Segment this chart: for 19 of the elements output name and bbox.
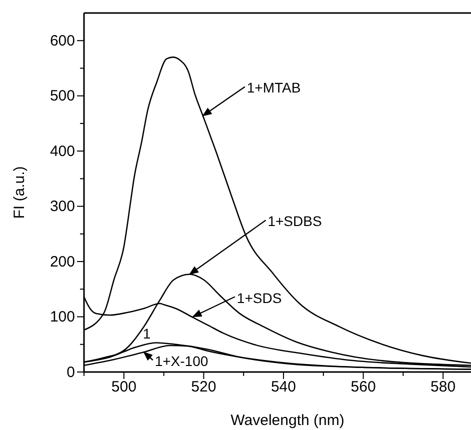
x-tick-label: 580	[430, 378, 456, 396]
annotation: 1+SDS	[236, 290, 282, 306]
y-tick-label: 300	[50, 198, 75, 216]
x-tick-label: 520	[191, 378, 216, 396]
annotation: 1+MTAB	[246, 80, 301, 96]
x-tick-label: 560	[350, 378, 376, 396]
annotation: 1	[142, 326, 151, 342]
y-tick-label: 400	[50, 142, 75, 160]
x-tick-label: 500	[111, 378, 136, 396]
x-tick-label: 540	[270, 378, 296, 396]
y-tick-label: 200	[50, 253, 75, 270]
y-tick-label: 600	[50, 32, 75, 50]
y-tick-label: 0	[66, 364, 75, 381]
x-axis-title: Wavelength (nm)	[230, 412, 344, 429]
annotation: 1+SDBS	[268, 213, 322, 230]
y-tick-label: 500	[50, 88, 75, 105]
annotation: 1+X-100	[154, 353, 208, 370]
y-tick-label: 100	[50, 308, 75, 326]
y-axis-title: FI (a.u.)	[11, 166, 28, 219]
